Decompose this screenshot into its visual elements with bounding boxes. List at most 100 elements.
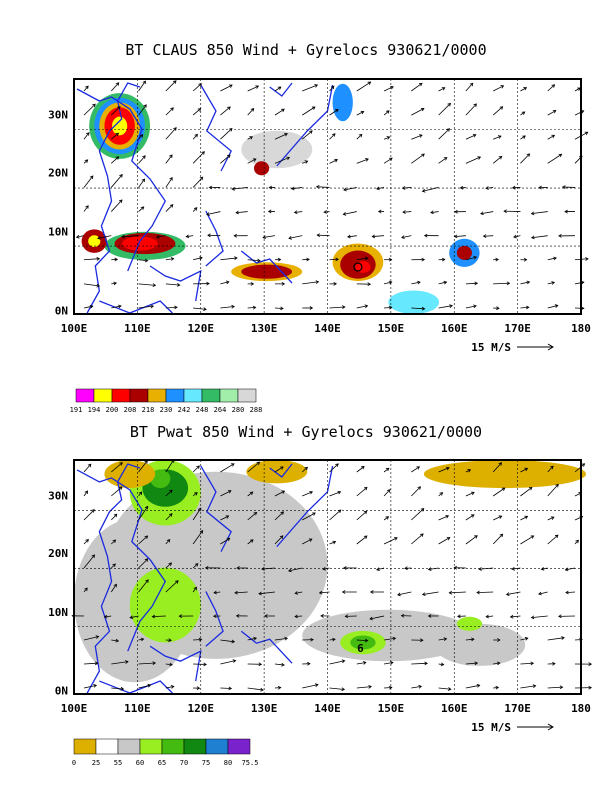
wind-arrowhead <box>249 491 254 496</box>
wind-arrowhead <box>309 490 314 495</box>
wind-arrowhead <box>85 538 89 543</box>
wind-arrowhead <box>286 156 291 161</box>
colorbar-swatch <box>237 388 257 403</box>
wind-arrowhead <box>207 233 211 238</box>
wind-arrowhead <box>427 567 432 572</box>
wind-vector <box>329 491 341 497</box>
wind-arrowhead <box>498 462 503 466</box>
wind-arrowhead <box>499 533 504 538</box>
wind-arrowhead <box>441 257 446 262</box>
wind-arrowhead <box>538 185 542 190</box>
wind-vector <box>165 459 175 473</box>
coastline-3 <box>205 210 224 267</box>
wind-arrowhead <box>565 590 569 595</box>
vector-reference-arrowhead <box>547 343 554 351</box>
wind-vector <box>531 615 548 619</box>
wind-arrowhead <box>360 110 365 115</box>
wind-arrowhead <box>225 515 230 519</box>
wind-vector <box>438 515 449 521</box>
wind-vector <box>492 487 506 497</box>
wind-vector <box>220 281 229 285</box>
wind-vector <box>438 103 451 116</box>
wind-vector <box>465 305 477 309</box>
wind-arrowhead <box>314 683 319 688</box>
map-frame <box>73 78 582 315</box>
lon-label: 140E <box>314 322 341 335</box>
wind-arrowhead <box>294 614 298 619</box>
wind-vector <box>485 187 494 189</box>
vector-reference-label: 15 M/S <box>471 721 511 734</box>
wind-arrowhead <box>446 128 451 132</box>
wind-vector <box>302 684 319 689</box>
wind-arrowhead <box>144 535 149 539</box>
wind-arrowhead <box>95 635 100 639</box>
wind-vector <box>301 130 313 140</box>
wind-vector <box>288 235 303 239</box>
wind-arrowhead <box>155 234 160 239</box>
wind-arrowhead <box>168 638 172 643</box>
wind-vector <box>438 157 448 164</box>
wind-arrowhead <box>310 637 314 642</box>
wind-arrowhead <box>364 304 369 309</box>
wind-arrowhead <box>420 638 424 643</box>
wind-vector <box>76 235 85 238</box>
wind-arrowhead <box>75 234 80 239</box>
wind-arrowhead <box>335 257 339 262</box>
wind-arrowhead <box>290 186 295 191</box>
wind-arrowhead <box>445 466 450 471</box>
wind-arrowhead <box>228 127 233 132</box>
colorbar-label: 200 <box>106 406 119 414</box>
wind-vector <box>547 305 558 309</box>
wind-arrowhead <box>575 539 579 544</box>
wind-vector <box>376 567 385 571</box>
wind-vector <box>574 281 584 285</box>
wind-vector <box>547 534 559 545</box>
wind-vector <box>83 509 95 521</box>
wind-arrowhead <box>236 566 240 570</box>
wind-vector <box>376 187 385 190</box>
wind-vector <box>165 686 174 689</box>
wind-arrowhead <box>250 107 255 112</box>
wind-vector <box>316 186 330 188</box>
wind-vector <box>465 134 477 140</box>
wind-vector <box>274 133 288 140</box>
wind-arrowhead <box>169 489 173 494</box>
wind-vector <box>111 282 117 285</box>
colorbar-label: 75 <box>202 759 210 767</box>
wind-arrowhead <box>558 153 563 158</box>
wind-arrowhead <box>376 186 380 191</box>
wind-vector <box>295 591 303 594</box>
wind-vector <box>192 563 199 569</box>
wind-arrowhead <box>249 136 254 140</box>
wind-vector <box>547 257 557 261</box>
wind-vector <box>438 87 446 92</box>
wind-arrowhead <box>235 613 240 618</box>
wind-arrowhead <box>386 136 391 140</box>
wind-vector <box>220 106 231 116</box>
wind-vector <box>493 282 510 285</box>
wind-arrowhead <box>453 234 458 239</box>
wind-vector <box>324 211 330 213</box>
coastline-1 <box>76 469 167 652</box>
wind-vector <box>465 638 474 641</box>
wind-arrowhead <box>315 184 320 189</box>
wind-arrowhead <box>418 82 423 87</box>
wind-arrowhead <box>581 463 586 467</box>
wind-arrowhead <box>193 207 198 211</box>
wind-arrowhead <box>471 491 475 496</box>
wind-vector <box>329 109 339 116</box>
wind-vector <box>520 637 528 641</box>
wind-vector <box>465 469 471 473</box>
wind-arrowhead <box>470 514 475 518</box>
wind-arrowhead <box>96 256 101 261</box>
wind-arrowhead <box>467 469 472 473</box>
wind-arrowhead <box>585 257 589 261</box>
wind-vector <box>438 687 451 690</box>
wind-vector <box>83 305 93 309</box>
wind-arrowhead <box>473 103 477 107</box>
wind-vector <box>356 510 367 521</box>
wind-arrowhead <box>530 615 535 620</box>
wind-vector <box>130 615 139 619</box>
wind-vector <box>411 662 428 665</box>
wind-vector <box>302 538 313 545</box>
